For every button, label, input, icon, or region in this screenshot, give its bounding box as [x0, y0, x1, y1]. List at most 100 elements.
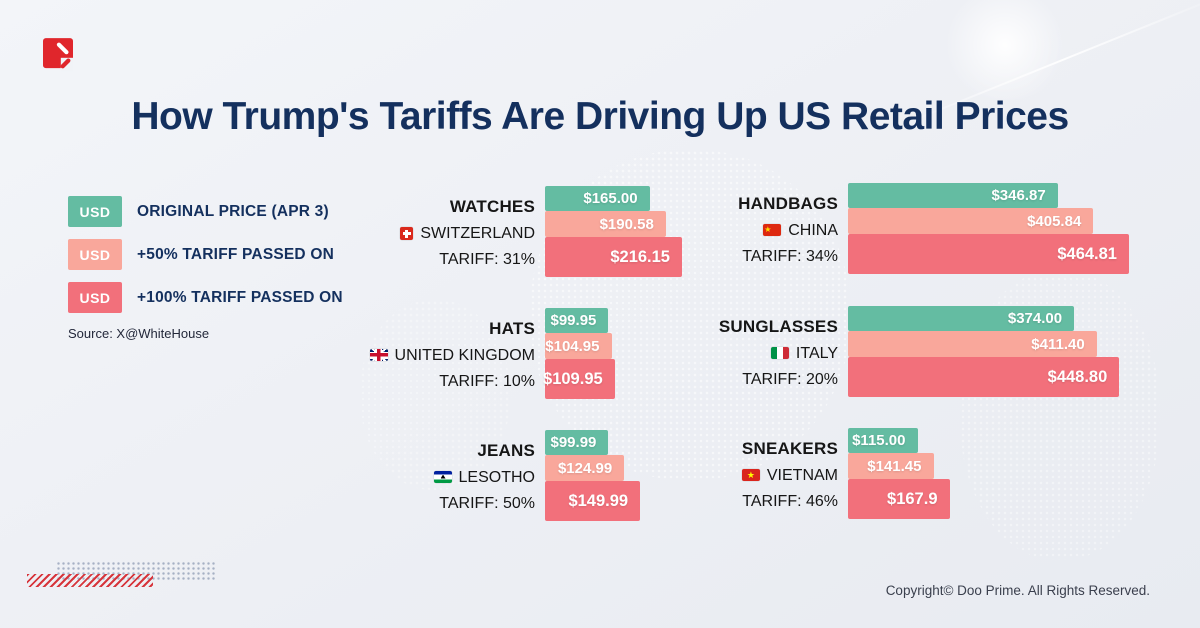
world-map-dots [360, 300, 510, 490]
legend-item-plus100: USD +100% TARIFF PASSED ON [68, 282, 343, 313]
bar-value: $167.9 [887, 489, 938, 508]
legend-label: +100% TARIFF PASSED ON [137, 288, 343, 306]
bar-value: $99.95 [550, 312, 597, 329]
bar-value: $149.99 [568, 491, 629, 510]
country-label: SWITZERLAND [420, 225, 535, 242]
bar-value: $374.00 [1007, 310, 1063, 327]
product-tariff: TARIFF: 10% [439, 373, 535, 390]
bar-value: $109.95 [543, 369, 603, 388]
plus50-bar: $405.84 [848, 208, 1094, 234]
copyright-text: Copyright© Doo Prime. All Rights Reserve… [885, 583, 1150, 598]
plus100-bar: $216.15 [545, 237, 682, 277]
original-price-bar: $346.87 [848, 183, 1058, 208]
plus50-bar: $411.40 [848, 331, 1097, 357]
bar-stack: $99.95 $104.95 $109.95 [543, 308, 615, 399]
product-group-watches: WATCHES SWITZERLAND TARIFF: 31% $165.00 … [285, 186, 682, 277]
vietnam-flag-icon [741, 469, 760, 481]
plus100-bar: $149.99 [545, 481, 641, 521]
bar-stack: $115.00 $141.45 $167.9 [848, 428, 950, 519]
original-price-bar: $374.00 [848, 306, 1075, 331]
original-price-bar: $99.95 [545, 308, 609, 333]
legend-label: +50% TARIFF PASSED ON [137, 245, 334, 263]
plus100-swatch: USD [68, 282, 122, 313]
product-labels: HATS UNITED KINGDOM TARIFF: 10% [285, 308, 535, 393]
product-labels: SNEAKERS VIETNAM TARIFF: 46% [588, 428, 838, 513]
product-tariff: TARIFF: 50% [439, 495, 535, 512]
bar-value: $405.84 [1027, 212, 1082, 230]
product-labels: SUNGLASSES ITALY TARIFF: 20% [588, 306, 838, 391]
product-country: LESOTHO [285, 466, 535, 489]
product-group-handbags: HANDBAGS CHINA TARIFF: 34% $346.87 $405.… [588, 183, 1129, 274]
country-label: ITALY [795, 345, 838, 362]
product-tariff: TARIFF: 34% [742, 248, 838, 265]
plus50-bar: $124.99 [545, 455, 625, 481]
plus50-bar: $190.58 [545, 211, 666, 237]
bar-stack: $346.87 $405.84 $464.81 [848, 183, 1129, 274]
source-note: Source: X@WhiteHouse [68, 326, 210, 341]
bar-stack: $374.00 $411.40 $448.80 [848, 306, 1120, 397]
bar-stack: $165.00 $190.58 $216.15 [545, 186, 682, 277]
plus50-bar: $141.45 [848, 453, 934, 479]
legend-label: ORIGINAL PRICE (APR 3) [137, 202, 329, 220]
product-country: UNITED KINGDOM [285, 344, 535, 367]
original-price-bar: $99.99 [545, 430, 609, 455]
bar-value: $411.40 [1031, 335, 1085, 353]
country-label: VIETNAM [766, 467, 838, 484]
product-country: CHINA [588, 219, 838, 242]
country-label: LESOTHO [458, 469, 535, 486]
product-name: WATCHES [449, 197, 535, 216]
product-country: ITALY [588, 342, 838, 365]
plus50-bar: $104.95 [545, 333, 612, 359]
product-labels: WATCHES SWITZERLAND TARIFF: 31% [285, 186, 535, 271]
product-labels: HANDBAGS CHINA TARIFF: 34% [588, 183, 838, 268]
bar-value: $99.99 [550, 434, 597, 451]
plus100-bar: $448.80 [848, 357, 1120, 397]
lesotho-flag-icon [433, 471, 452, 483]
red-hatch-decoration [27, 574, 153, 587]
bar-value: $464.81 [1057, 244, 1117, 263]
light-glow [940, 0, 1070, 100]
legend-item-plus50: USD +50% TARIFF PASSED ON [68, 239, 343, 270]
product-group-sunglasses: SUNGLASSES ITALY TARIFF: 20% $374.00 $41… [588, 306, 1120, 397]
bar-value: $124.99 [557, 459, 613, 477]
product-group-sneakers: SNEAKERS VIETNAM TARIFF: 46% $115.00 $14… [588, 428, 950, 519]
country-label: CHINA [788, 222, 838, 239]
product-country: SWITZERLAND [285, 222, 535, 245]
bar-value: $346.87 [991, 187, 1046, 204]
bar-stack: $99.99 $124.99 $149.99 [545, 430, 641, 521]
switzerland-flag-icon [400, 227, 414, 240]
product-labels: JEANS LESOTHO TARIFF: 50% [285, 430, 535, 515]
product-tariff: TARIFF: 20% [742, 371, 838, 388]
uk-flag-icon [369, 349, 388, 361]
bar-value: $216.15 [610, 247, 670, 266]
legend: USD ORIGINAL PRICE (APR 3) USD +50% TARI… [68, 196, 343, 325]
plus100-bar: $167.9 [848, 479, 950, 519]
doo-prime-logo [43, 38, 73, 72]
product-country: VIETNAM [588, 464, 838, 487]
original-price-swatch: USD [68, 196, 122, 227]
product-group-hats: HATS UNITED KINGDOM TARIFF: 10% $99.95 $… [285, 308, 615, 399]
product-group-jeans: JEANS LESOTHO TARIFF: 50% $99.99 $124.99… [285, 430, 641, 521]
plus50-swatch: USD [68, 239, 122, 270]
original-price-bar: $165.00 [545, 186, 650, 211]
product-name: JEANS [477, 441, 535, 460]
plus100-bar: $109.95 [543, 359, 615, 399]
bar-value: $141.45 [867, 457, 922, 475]
bar-value: $104.95 [545, 337, 600, 355]
bar-value: $115.00 [852, 432, 906, 449]
italy-flag-icon [770, 347, 789, 359]
bar-value: $190.58 [599, 215, 654, 233]
product-tariff: TARIFF: 46% [742, 493, 838, 510]
product-name: HATS [489, 319, 535, 338]
plus100-bar: $464.81 [848, 234, 1129, 274]
product-tariff: TARIFF: 31% [439, 251, 535, 268]
bar-value: $448.80 [1047, 367, 1108, 386]
product-name: HANDBAGS [738, 194, 838, 213]
bar-value: $165.00 [583, 190, 638, 207]
legend-item-original: USD ORIGINAL PRICE (APR 3) [68, 196, 343, 227]
original-price-bar: $115.00 [848, 428, 918, 453]
country-label: UNITED KINGDOM [394, 347, 535, 364]
product-name: SUNGLASSES [718, 317, 838, 336]
product-name: SNEAKERS [741, 439, 838, 458]
